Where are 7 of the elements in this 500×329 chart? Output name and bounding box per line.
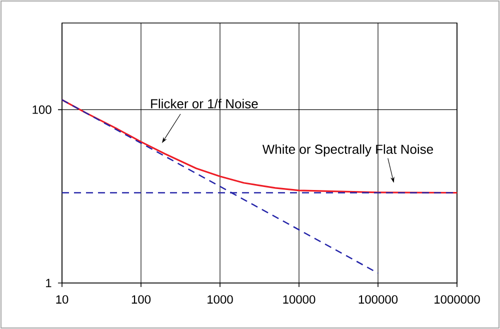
y-tick-label: 1	[46, 278, 52, 288]
x-tick-label: 10000	[283, 295, 316, 304]
x-tick-label: 100000	[358, 295, 398, 304]
x-tick-label: 10	[56, 295, 68, 304]
x-tick-label: 1000	[208, 295, 233, 304]
x-tick-label: 100	[132, 295, 151, 304]
x-tick-label: 1000000	[434, 295, 480, 304]
